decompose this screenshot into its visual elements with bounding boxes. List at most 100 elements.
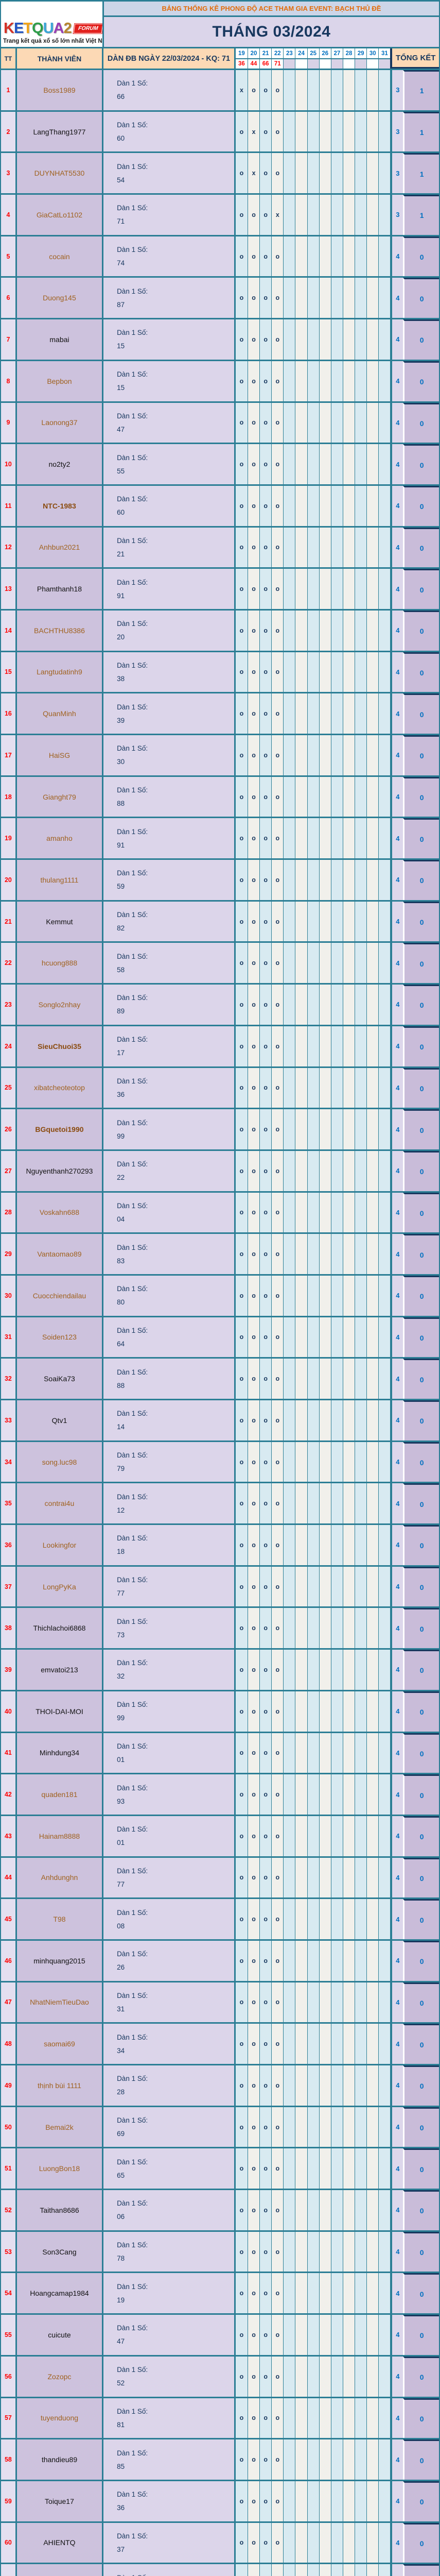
day-mark-cell: o [235,2564,248,2576]
day-mark-cell [378,2190,391,2230]
day-mark-cell: o [259,1774,272,1815]
day-mark-cell [378,236,391,277]
pick-value: 22 [117,1174,125,1182]
member-name: Phamthanh18 [15,569,102,609]
member-name: Qtv1 [15,1400,102,1440]
pick-value: 47 [117,425,125,433]
pick-value: 78 [117,2255,125,2263]
member-name: Thichlachoi6868 [15,1608,102,1649]
miss-count: 4 [390,1525,403,1565]
day-mark-cell: o [259,652,272,692]
win-count: 0 [403,1816,439,1856]
day-mark-cell: o [248,195,260,235]
row-number: 44 [1,1857,15,1898]
day-mark-cell [283,2024,295,2064]
member-name: Soiden123 [15,1317,102,1358]
pick-value: 66 [117,93,125,101]
member-name: xibatcheoteotop [15,1067,102,1108]
day-mark-cell [366,70,379,110]
day-result [330,59,343,69]
day-mark-cell: o [235,901,248,942]
pick-value: 36 [117,1090,125,1098]
miss-count: 4 [390,860,403,900]
day-mark-cell [378,2315,391,2355]
pick-value: 17 [117,1049,125,1057]
miss-count: 4 [390,1192,403,1233]
table-row: 52 Taithan8686 Dàn 1 Số: 06 o o o o 4 0 [1,2190,439,2232]
day-mark-cell: o [248,70,260,110]
day-mark-cell [355,2398,367,2438]
member-name: thịnh bùi 1111 [15,2065,102,2106]
day-mark-cell [342,2190,355,2230]
day-mark-cell [307,2315,319,2355]
day-mark-cell [283,1483,295,1524]
day-mark-cell [307,818,319,859]
day-mark-cell [330,319,343,360]
day-mark-cell [295,2065,307,2106]
day-mark-cell [355,1150,367,1191]
day-mark-cell [283,2315,295,2355]
pick-cell: Dàn 1 Số: 36 [102,2481,234,2521]
pick-label: Dàn 1 Số: [117,2532,148,2540]
day-mark-cell: o [259,985,272,1025]
day-mark-cell [283,776,295,817]
day-mark-cell [342,818,355,859]
day-mark-cell [378,569,391,609]
day-mark-cell: o [271,2190,284,2230]
day-mark-cell [307,361,319,401]
day-mark-cell [295,2481,307,2521]
pick-label: Dàn 1 Số: [117,2033,148,2041]
day-mark-cell: o [248,485,260,526]
day-mark-cell [355,901,367,942]
day-mark-cell [366,1317,379,1358]
member-name: GiaCatLo1102 [15,195,102,235]
day-mark-cell: o [259,153,272,194]
day-mark-cell [307,1650,319,1690]
day-mark-cell: o [248,1816,260,1856]
day-mark-cell [295,1525,307,1565]
day-mark-cell [319,2148,331,2189]
day-mark-cell [330,943,343,984]
row-number: 13 [1,569,15,609]
day-mark-cell: o [235,569,248,609]
day-mark-cell [330,111,343,152]
day-mark-cell [319,485,331,526]
day-mark-cell [307,2356,319,2397]
day-mark-cell [342,1857,355,1898]
day-mark-cell [295,111,307,152]
row-number: 5 [1,236,15,277]
day-mark-cell: o [271,2564,284,2576]
day-mark-cell [355,1026,367,1066]
day-mark-cell [307,943,319,984]
day-mark-cell [283,2356,295,2397]
day-mark-cell [283,985,295,1025]
day-mark-cell: o [235,1317,248,1358]
pick-value: 59 [117,883,125,891]
row-number: 18 [1,776,15,817]
day-mark-cell: o [235,818,248,859]
pick-cell: Dàn 1 Số: 21 [102,527,234,568]
table-row: 43 Hainam8888 Dàn 1 Số: 01 o o o o 4 0 [1,1816,439,1858]
day-mark-cell: o [271,2231,284,2272]
day-mark-cell [283,569,295,609]
day-mark-cell [355,2231,367,2272]
member-name: Taithan8686 [15,2190,102,2230]
miss-count: 4 [390,444,403,484]
day-mark-cell [307,1234,319,1274]
row-number: 31 [1,1317,15,1358]
day-mark-cell [378,1940,391,1981]
day-mark-cell [295,70,307,110]
row-number: 14 [1,610,15,651]
day-mark-cell [283,1566,295,1607]
day-mark-cell [366,985,379,1025]
table-row: 13 Phamthanh18 Dàn 1 Số: 91 o o o o 4 0 [1,569,439,611]
day-mark-cell: o [248,2024,260,2064]
pick-cell: Dàn 1 Số: 59 [102,860,234,900]
pick-value: 81 [117,2420,125,2429]
